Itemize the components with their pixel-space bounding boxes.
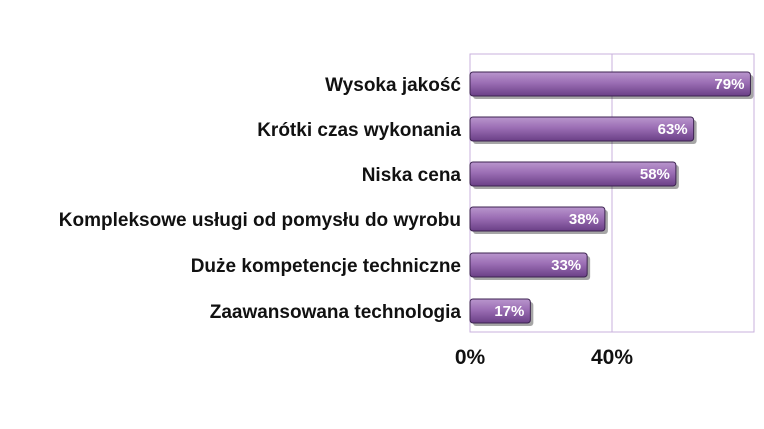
x-axis-ticks: 0% 40% [455, 346, 634, 369]
category-label: Duże kompetencje techniczne [191, 256, 461, 277]
x-tick-label: 0% [455, 346, 486, 369]
bar-5 [469, 298, 531, 324]
bar-2 [469, 161, 677, 187]
category-labels: Wysoka jakość Krótki czas wykonania Niska … [59, 75, 462, 323]
bar-value-label: 38% [569, 211, 599, 228]
bar-0 [469, 71, 751, 97]
bar-value-label: 33% [551, 257, 581, 274]
category-label: Kompleksowe usługi od pomysłu do wyrobu [59, 210, 461, 231]
bar-1 [469, 116, 695, 142]
x-tick-label: 40% [591, 346, 633, 369]
bar-value-label: 79% [714, 76, 744, 93]
bar-value-label: 17% [494, 303, 524, 320]
bar-3 [469, 206, 606, 232]
category-label: Niska cena [362, 165, 462, 186]
bar-value-label: 63% [658, 121, 688, 138]
bar-value-label: 58% [640, 166, 670, 183]
category-label: Krótki czas wykonania [257, 120, 461, 141]
bars: 79% 63% 58% 38% 33% 17% [469, 71, 754, 326]
category-label: Zaawansowana technologia [210, 302, 462, 323]
bar-4 [469, 252, 588, 278]
category-label: Wysoka jakość [325, 75, 461, 96]
